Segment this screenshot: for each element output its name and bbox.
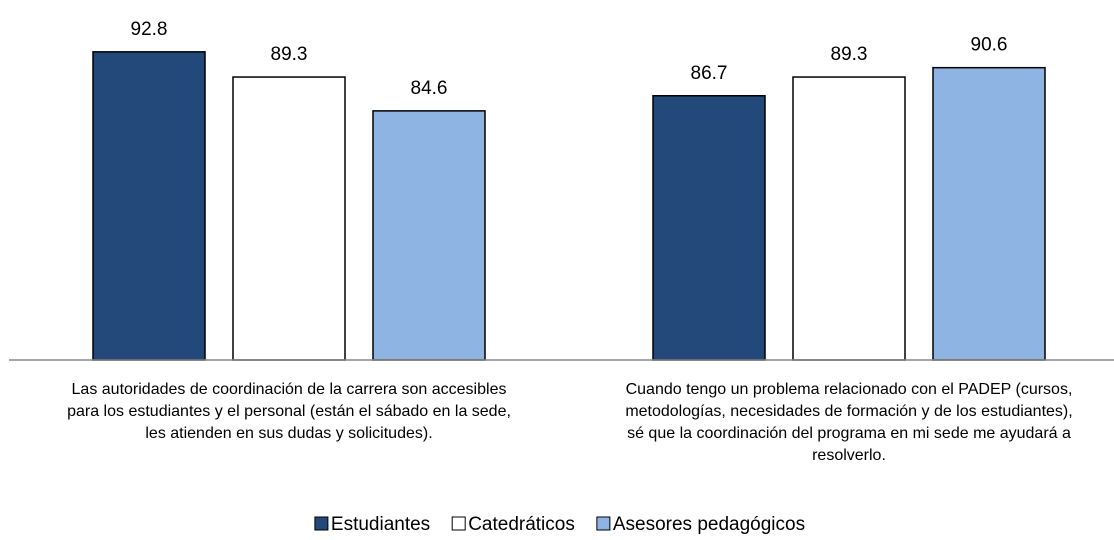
bar [92,51,206,361]
bar [372,110,486,361]
x-tick-label: Las autoridades de coordinación de la ca… [67,381,511,442]
legend-swatch [451,516,466,531]
legend-swatch [596,516,611,531]
value-label: 89.3 [831,44,868,65]
bar [932,66,1046,361]
bar [232,76,346,361]
value-label: 92.8 [131,19,168,40]
legend-label: Asesores pedagógicos [613,514,805,535]
legend-swatch [314,516,329,531]
value-label: 90.6 [971,35,1008,56]
value-label: 86.7 [691,63,728,84]
bar [652,95,766,361]
value-label: 89.3 [271,44,308,65]
bar [792,76,906,361]
legend-label: Catedráticos [468,514,575,535]
value-label: 84.6 [411,78,448,99]
legend-label: Estudiantes [331,514,430,535]
x-tick-label: Cuando tengo un problema relacionado con… [625,381,1072,464]
legend: Estudiantes Catedráticos Asesores pedagógi… [314,514,805,535]
